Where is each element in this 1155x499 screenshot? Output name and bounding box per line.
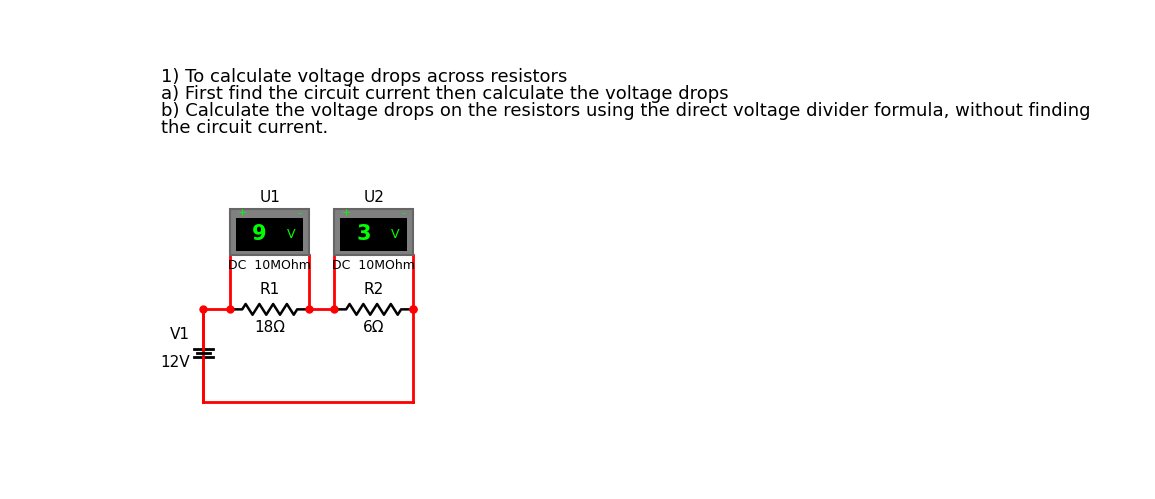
Text: 1) To calculate voltage drops across resistors: 1) To calculate voltage drops across res… [161, 68, 567, 86]
Text: 6Ω: 6Ω [363, 320, 385, 335]
Text: DC  10MOhm: DC 10MOhm [333, 258, 415, 271]
Text: the circuit current.: the circuit current. [161, 119, 328, 137]
Text: +: + [342, 209, 351, 219]
Text: 18Ω: 18Ω [254, 320, 285, 335]
Bar [335, 209, 412, 255]
Text: V1: V1 [170, 327, 189, 342]
Bar [236, 218, 304, 251]
Text: b) Calculate the voltage drops on the resistors using the direct voltage divider: b) Calculate the voltage drops on the re… [161, 102, 1090, 120]
Text: -: - [402, 209, 405, 219]
Text: a) First find the circuit current then calculate the voltage drops: a) First find the circuit current then c… [161, 85, 729, 103]
Text: DC  10MOhm: DC 10MOhm [229, 258, 311, 271]
Text: 9: 9 [252, 224, 267, 244]
Text: V: V [288, 228, 296, 241]
Text: U2: U2 [363, 191, 385, 206]
Bar [230, 209, 308, 255]
Bar [340, 218, 408, 251]
Text: 12V: 12V [161, 355, 189, 370]
Text: R1: R1 [260, 282, 280, 297]
Text: 3: 3 [356, 224, 371, 244]
Text: R2: R2 [364, 282, 383, 297]
Text: U1: U1 [259, 191, 281, 206]
Text: -: - [298, 209, 301, 219]
Text: V: V [392, 228, 400, 241]
Text: +: + [238, 209, 247, 219]
